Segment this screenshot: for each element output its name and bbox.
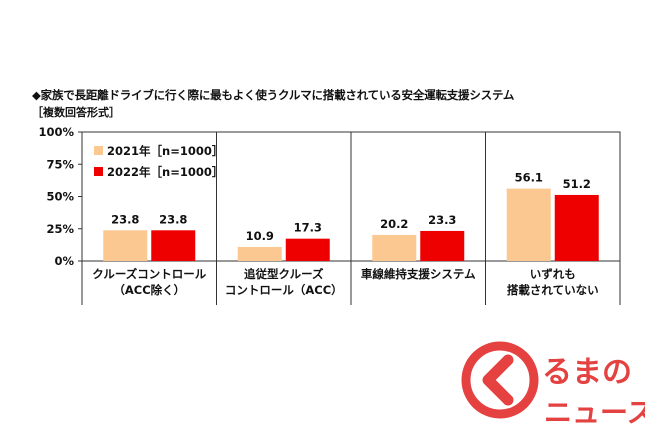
bar: [237, 246, 282, 261]
bar-value-label: 20.2: [380, 217, 408, 231]
bar-value-label: 17.3: [294, 221, 322, 235]
category-label: 追従型クルーズ: [244, 267, 324, 281]
bar: [285, 238, 330, 261]
category-label: クルーズコントロール: [92, 267, 207, 281]
y-tick-label: 100%: [38, 125, 74, 139]
bar-value-label: 23.8: [111, 212, 139, 226]
bar-value-label: 56.1: [515, 171, 543, 185]
chart-subtitle: ［複数回答形式］: [32, 106, 120, 119]
legend-label: 2021年［n=1000］: [107, 144, 223, 158]
category-label: 車線維持支援システム: [361, 267, 476, 281]
bar-value-label: 23.8: [159, 212, 187, 226]
bar: [506, 188, 551, 261]
bar: [151, 230, 196, 261]
bar: [420, 230, 465, 261]
logo-text-top: るまの: [542, 355, 632, 390]
category-label: 搭載されていない: [507, 283, 599, 297]
y-tick-label: 0%: [54, 254, 74, 268]
category-label: コントロール（ACC）: [225, 283, 343, 297]
bar-value-label: 10.9: [246, 229, 274, 243]
bar: [554, 194, 599, 261]
category-label: いずれも: [530, 267, 576, 281]
y-tick-label: 50%: [46, 190, 74, 204]
logo-ring-icon: [461, 341, 539, 419]
legend-label: 2022年［n=1000］: [107, 165, 223, 179]
chart-title: ◆家族で長距離ドライブに行く際に最もよく使うクルマに搭載されている安全運転支援シ…: [32, 88, 515, 102]
legend-swatch: [94, 167, 103, 176]
kuruma-news-logo: るまの ニュース: [461, 341, 645, 429]
bar-value-label: 23.3: [428, 213, 456, 227]
logo-chevron-icon: [482, 354, 514, 406]
legend-swatch: [94, 146, 103, 155]
category-label: （ACC除く）: [113, 283, 185, 297]
logo-text-bottom: ニュース: [544, 396, 645, 429]
y-tick-label: 75%: [46, 157, 74, 171]
bar: [372, 234, 417, 261]
y-tick-label: 25%: [46, 222, 74, 236]
bar: [103, 230, 148, 261]
bar-value-label: 51.2: [563, 177, 591, 191]
